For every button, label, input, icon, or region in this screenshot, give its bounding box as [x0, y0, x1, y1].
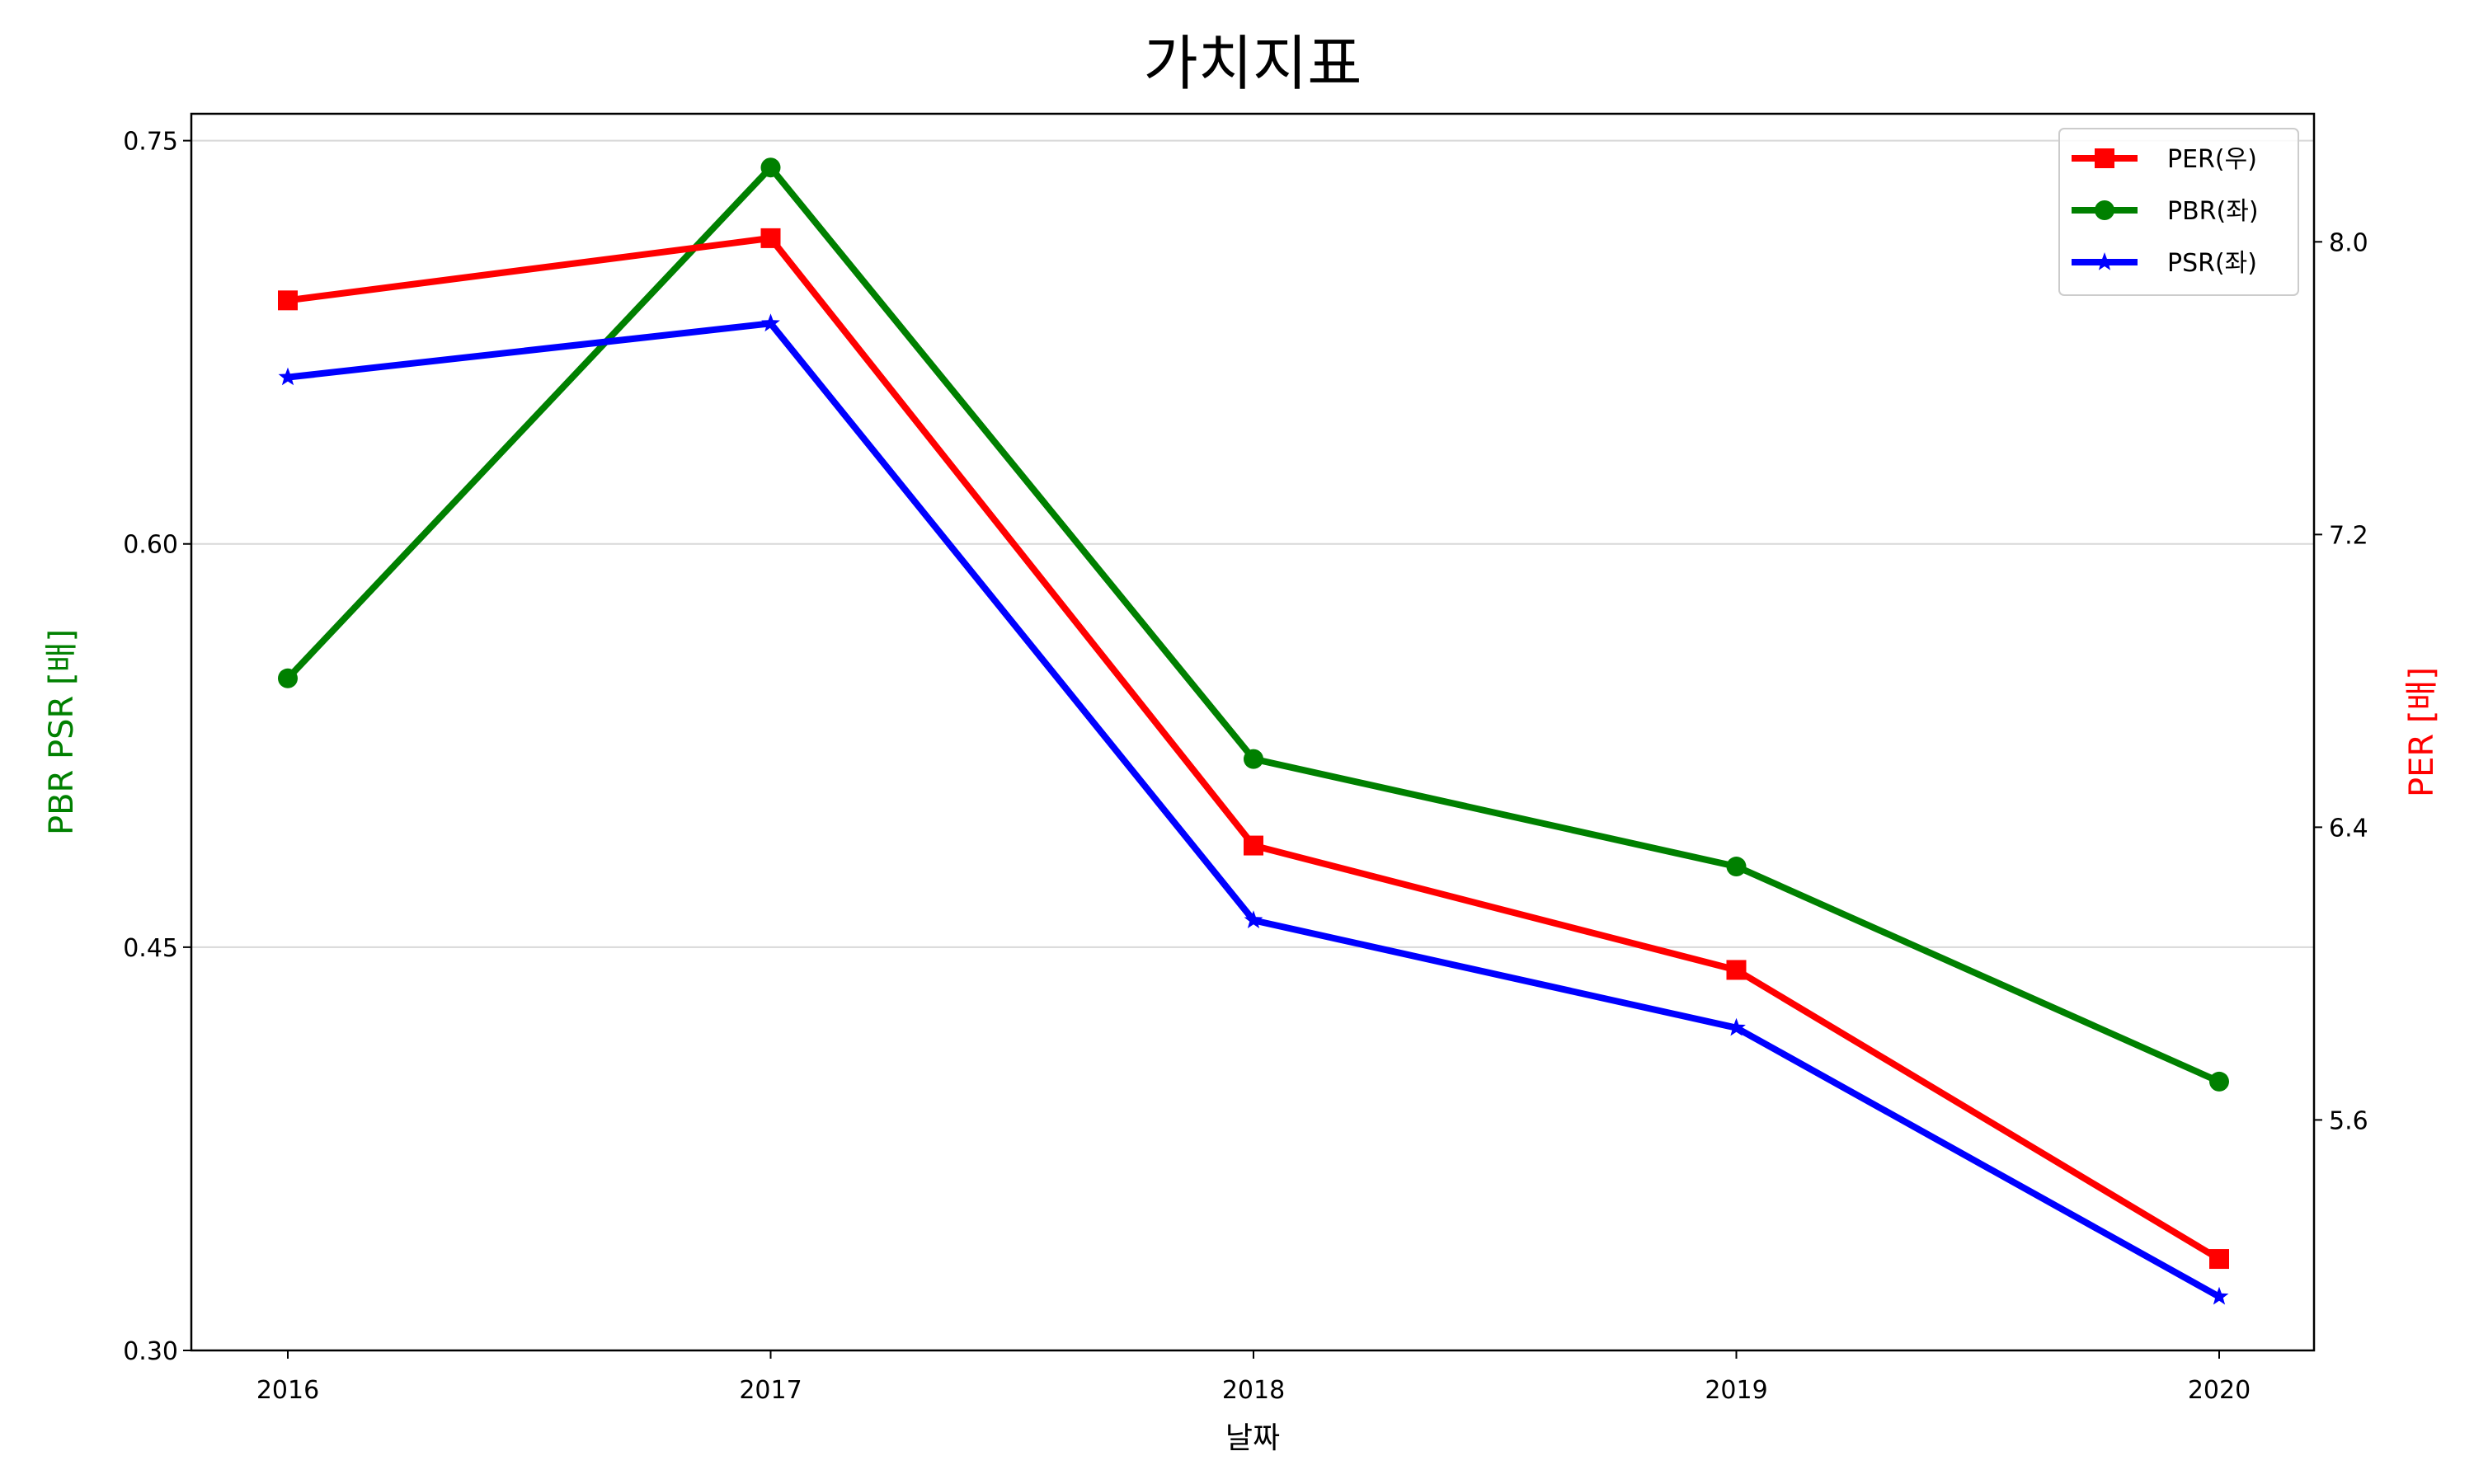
right-y-axis: 5.6 6.4 7.2 8.0	[2314, 228, 2368, 1135]
data-point-pbr	[278, 668, 298, 688]
left-y-tick-label: 0.30	[123, 1337, 178, 1366]
right-y-tick-label: 7.2	[2329, 521, 2368, 550]
series-per	[278, 228, 2229, 1270]
legend-marker-psr	[2095, 252, 2114, 270]
right-y-axis-title: PER [배]	[2403, 667, 2441, 797]
legend-marker-per	[2095, 148, 2114, 168]
left-y-tick-label: 0.45	[123, 934, 178, 963]
legend-box	[2058, 128, 2299, 296]
right-y-tick-label: 6.4	[2329, 814, 2368, 843]
data-point-psr	[278, 367, 298, 386]
series-pbr	[278, 157, 2229, 1092]
x-tick-label: 2016	[256, 1376, 319, 1405]
legend-label-pbr: PBR(좌)	[2167, 197, 2259, 226]
left-y-tick-label: 0.60	[123, 531, 178, 560]
right-y-tick-label: 5.6	[2329, 1106, 2368, 1135]
data-point-psr	[761, 313, 780, 332]
legend: PER(우) PBR(좌) PSR(좌)	[2058, 128, 2299, 296]
left-y-tick-label: 0.75	[123, 128, 178, 157]
data-point-per	[1244, 835, 1263, 856]
data-point-per	[760, 228, 781, 248]
x-axis-title: 날짜	[1225, 1421, 1280, 1455]
series-psr	[278, 313, 2229, 1305]
data-point-pbr	[1244, 749, 1263, 769]
x-tick-label: 2018	[1222, 1376, 1285, 1405]
data-point-psr	[1244, 910, 1263, 928]
data-point-pbr	[760, 157, 781, 178]
data-point-psr	[1727, 1017, 1746, 1036]
data-point-per	[278, 290, 298, 311]
left-y-axis: 0.30 0.45 0.60 0.75	[123, 128, 191, 1366]
chart-title: 가치지표	[1144, 29, 1362, 98]
x-axis: 2016 2017 2018 2019 2020	[256, 1350, 2251, 1405]
data-point-per	[1726, 960, 1747, 980]
x-tick-label: 2020	[2188, 1376, 2251, 1405]
data-point-psr	[2209, 1286, 2229, 1305]
legend-label-psr: PSR(좌)	[2167, 249, 2257, 278]
series-layer	[278, 157, 2229, 1305]
data-point-pbr	[1726, 857, 1747, 877]
legend-marker-pbr	[2095, 200, 2114, 220]
data-point-pbr	[2209, 1071, 2229, 1092]
x-tick-label: 2017	[739, 1376, 802, 1405]
x-tick-label: 2019	[1705, 1376, 1767, 1405]
data-point-per	[2209, 1249, 2229, 1270]
legend-label-per: PER(우)	[2167, 145, 2257, 174]
right-y-tick-label: 8.0	[2329, 228, 2368, 257]
left-y-axis-title: PBR PSR [배]	[43, 629, 81, 835]
